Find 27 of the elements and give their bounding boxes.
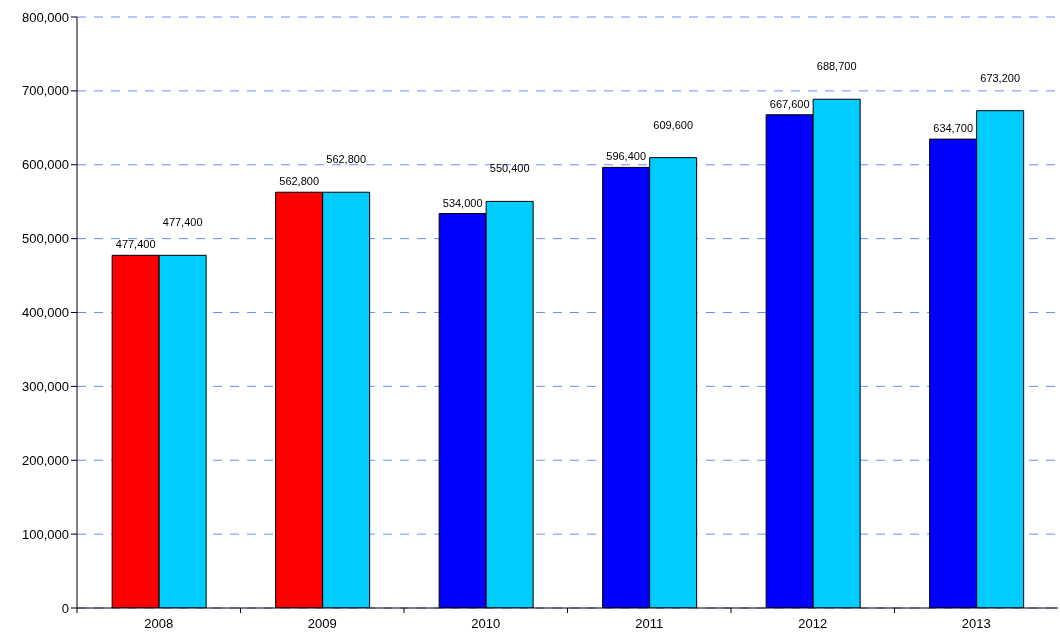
y-tick-label: 300,000 <box>22 378 69 394</box>
data-label: 477,400 <box>162 216 203 229</box>
data-label: 673,200 <box>980 71 1021 84</box>
data-label: 609,600 <box>653 118 694 131</box>
data-label: 562,800 <box>279 175 320 188</box>
y-tick-label: 400,000 <box>22 305 69 321</box>
data-label: 634,700 <box>933 122 974 135</box>
x-tick-label: 2010 <box>471 616 501 631</box>
x-tick-label: 2009 <box>307 616 337 631</box>
x-tick-label: 2012 <box>798 616 828 631</box>
data-label: 550,400 <box>489 162 530 175</box>
data-label: 688,700 <box>816 60 857 73</box>
y-tick-label: 600,000 <box>22 157 69 173</box>
data-label: 534,000 <box>442 196 483 209</box>
y-tick-label: 700,000 <box>22 83 69 99</box>
x-tick-label: 2008 <box>144 616 174 631</box>
data-label: 596,400 <box>606 150 647 163</box>
data-label: 562,800 <box>326 153 367 166</box>
data-label: 667,600 <box>769 97 810 110</box>
y-tick-label: 200,000 <box>22 452 69 468</box>
x-tick-label: 2013 <box>961 616 991 631</box>
y-tick-label: 100,000 <box>22 526 69 542</box>
y-tick-label: 0 <box>61 600 69 616</box>
x-tick-label: 2011 <box>635 616 664 631</box>
y-tick-label: 800,000 <box>22 9 69 25</box>
data-label: 477,400 <box>115 238 156 251</box>
y-tick-label: 500,000 <box>22 231 69 247</box>
